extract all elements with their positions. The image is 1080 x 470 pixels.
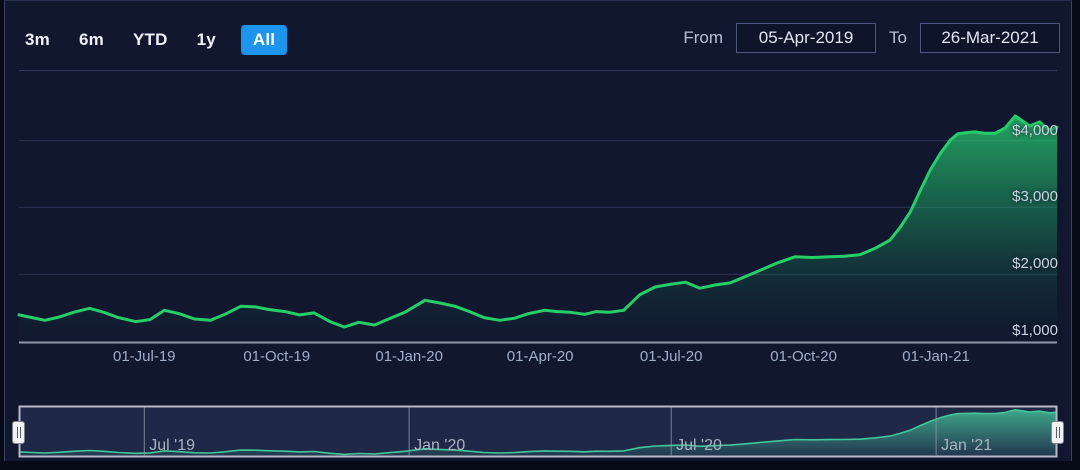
from-label: From	[683, 28, 724, 47]
range-button-6m[interactable]: 6m	[78, 30, 104, 49]
from-date-input[interactable]	[736, 23, 877, 53]
y-axis-label: $1,000	[1012, 322, 1058, 339]
x-axis-label: 01-Jan-20	[375, 348, 443, 365]
range-button-all[interactable]: All	[240, 25, 288, 55]
range-button-1y[interactable]: 1y	[196, 30, 216, 49]
navigator-handle-right[interactable]	[1051, 421, 1064, 444]
to-date-input[interactable]	[920, 23, 1060, 53]
range-button-3m[interactable]: 3m	[25, 30, 50, 49]
toolbar: 3m 6m YTD 1y All From To	[0, 0, 1080, 70]
y-axis-label: $3,000	[1012, 188, 1058, 206]
x-axis-label: 01-Oct-20	[770, 348, 837, 365]
navigator-axis-label: Jul '20	[676, 437, 722, 454]
date-range-controls: From To	[683, 23, 1060, 53]
y-axis-label: $4,000	[1012, 121, 1058, 139]
range-button-ytd[interactable]: YTD	[132, 30, 168, 49]
range-selector: 3m 6m YTD 1y All	[14, 25, 294, 55]
navigator-axis-label: Jul '19	[149, 437, 195, 454]
toolbar-separator	[19, 70, 1057, 71]
x-axis-label: 01-Apr-20	[506, 348, 574, 365]
y-axis-label: $2,000	[1012, 255, 1058, 273]
navigator-axis-label: Jan '20	[414, 437, 466, 454]
chart-plot-area[interactable]	[19, 71, 1057, 343]
navigator-axis-label: Jan '21	[941, 437, 993, 454]
x-axis-label: 01-Jan-21	[902, 348, 970, 365]
x-axis-label: 01-Oct-19	[243, 348, 311, 365]
to-label: To	[889, 28, 907, 47]
x-axis-label: 01-Jul-20	[639, 348, 703, 365]
x-axis-label: 01-Jul-19	[112, 348, 176, 365]
navigator-handle-left[interactable]	[12, 421, 25, 444]
